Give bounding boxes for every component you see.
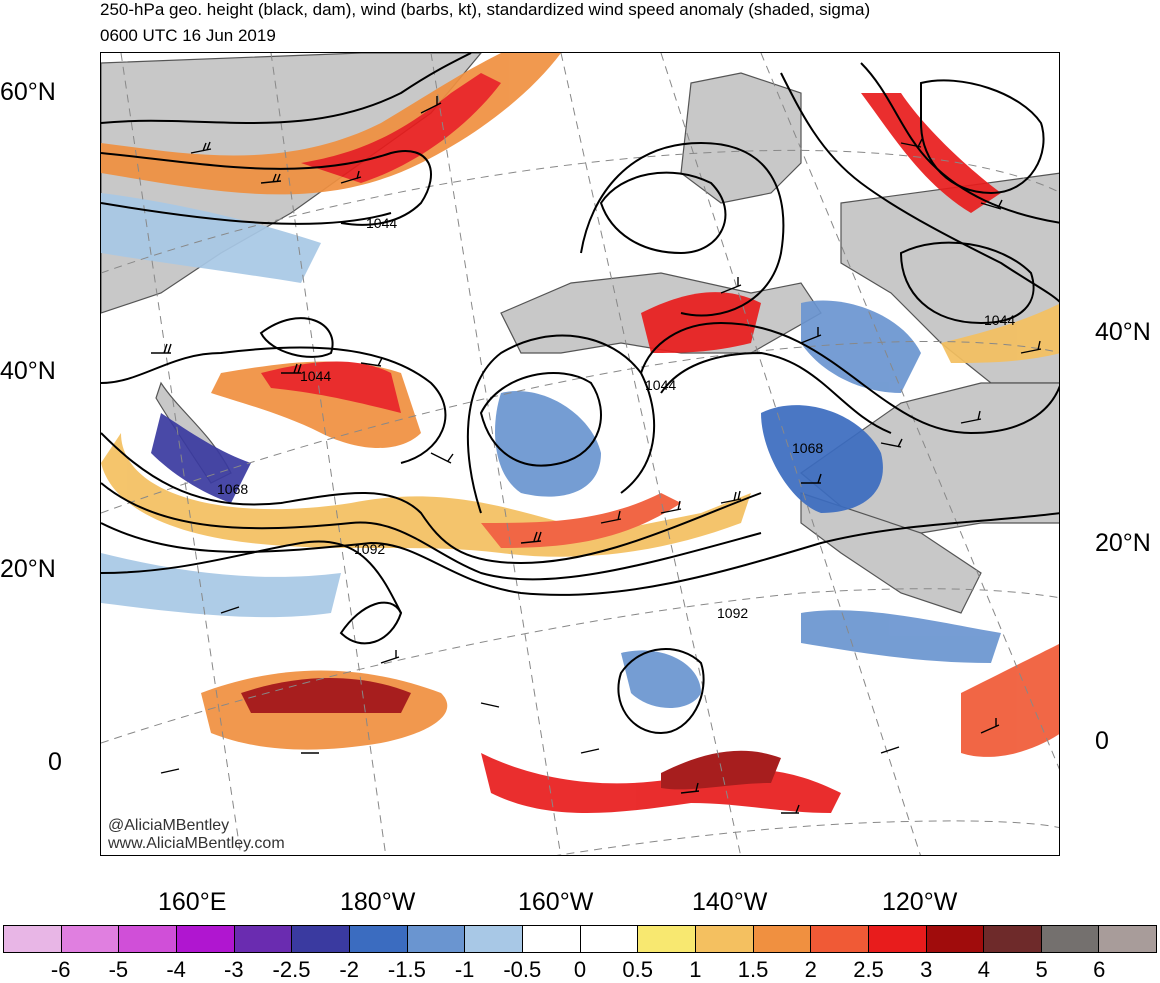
- credit-site: www.AliciaMBentley.com: [108, 835, 285, 852]
- jet-asia-north-core: [301, 73, 501, 183]
- valid-time: 0600 UTC 16 Jun 2019: [100, 26, 276, 45]
- lon-label-160w: 160°W: [518, 888, 594, 916]
- lat-label-20n-left: 20°N: [0, 555, 56, 583]
- colorbar-tick-label: 1: [689, 957, 702, 982]
- blue-kuroshio: [151, 413, 251, 503]
- colorbar-swatch: [580, 926, 639, 952]
- contour-label-1068-b: 1068: [792, 440, 824, 456]
- colorbar-tick-label: -2: [339, 957, 359, 982]
- blue-east-tropics: [801, 610, 1001, 663]
- lon-label-180w: 180°W: [340, 888, 416, 916]
- colorbar-tick-label: 0: [573, 957, 587, 982]
- blue-low-center: [621, 650, 701, 708]
- colorbar-tick-label: 4: [977, 957, 991, 982]
- colorbar-swatch: [1041, 926, 1100, 952]
- lat-label-0-right: 0: [1095, 727, 1109, 755]
- blue-west-us: [761, 405, 883, 513]
- colorbar-tick-label: -6: [50, 957, 71, 982]
- lon-label-120w: 120°W: [882, 888, 958, 916]
- colorbar-tick-label: -2.5: [272, 957, 311, 982]
- colorbar-swatch: [1099, 926, 1157, 952]
- jet-asia-north: [101, 53, 561, 195]
- jet-japan-east-core: [261, 361, 401, 413]
- contour-label-1068-a: 1068: [217, 481, 249, 497]
- jet-east-canada: [861, 93, 1001, 213]
- map-title: 250-hPa geo. height (black, dam), wind (…: [100, 0, 871, 19]
- jet-east-tropics: [961, 644, 1059, 757]
- colorbar-tick-label: -5: [108, 957, 129, 982]
- colorbar-tick-label: -1.5: [387, 957, 426, 982]
- blue-canada: [801, 300, 921, 393]
- blue-central-low: [495, 391, 601, 497]
- contour-label-1092-b: 1092: [717, 605, 749, 621]
- colorbar-tick-label: -4: [166, 957, 186, 982]
- colorbar-tick-label: -0.5: [503, 957, 542, 982]
- mexico-land: [800, 492, 982, 614]
- colorbar-tick-label: 1.5: [737, 957, 769, 982]
- colorbar-swatch: [465, 926, 523, 952]
- map-panel: [100, 52, 1060, 856]
- jet-south-arc: [101, 433, 751, 557]
- colorbar: [3, 925, 1157, 953]
- colorbar-swatch: [119, 926, 177, 952]
- colorbar-swatch: [4, 926, 62, 952]
- blue-tropics: [101, 553, 341, 618]
- colorbar-swatch: [176, 926, 235, 952]
- lat-label-20n-right: 20°N: [1095, 529, 1151, 557]
- colorbar-swatch: [349, 926, 408, 952]
- contour-label-1044-b: 1044: [300, 368, 332, 384]
- colorbar-swatch: [753, 926, 812, 952]
- colorbar-tick-label: 3: [920, 957, 933, 982]
- lat-label-60n-left: 60°N: [0, 78, 56, 106]
- colorbar-swatch: [234, 926, 293, 952]
- jet-south-core: [481, 493, 681, 548]
- contour-label-1092-a: 1092: [354, 541, 386, 557]
- contour-label-1044-c: 1044: [645, 377, 677, 393]
- colorbar-swatch: [695, 926, 754, 952]
- lon-label-160e: 160°E: [158, 888, 227, 916]
- colorbar-swatch: [926, 926, 985, 952]
- jet-gulf: [641, 292, 761, 353]
- lat-label-40n-right: 40°N: [1095, 318, 1151, 346]
- contour-label-1044-d: 1044: [984, 312, 1016, 328]
- colorbar-swatch: [61, 926, 120, 952]
- height-contours: [101, 53, 1059, 735]
- arctic-land: [680, 72, 802, 204]
- colorbar-tick-label: 2: [804, 957, 817, 982]
- colorbar-swatch: [811, 926, 869, 952]
- colorbar-swatch: [522, 926, 581, 952]
- colorbar-tick-label: -3: [224, 957, 244, 982]
- colorbar-swatch: [292, 926, 350, 952]
- colorbar-tick-label: 5: [1035, 957, 1048, 982]
- jet-east-coast: [941, 303, 1059, 363]
- contour-label-1044-a: 1044: [366, 215, 398, 231]
- colorbar-swatch: [868, 926, 927, 952]
- lon-label-140w: 140°W: [692, 888, 768, 916]
- jet-equator-core: [661, 750, 781, 790]
- colorbar-tick-label: 0.5: [622, 957, 653, 982]
- anomaly-shading: [101, 53, 1059, 813]
- lat-label-40n-left: 40°N: [0, 357, 56, 385]
- graticule: [101, 53, 1059, 855]
- wind-barbs: [151, 96, 1042, 814]
- colorbar-swatch: [984, 926, 1042, 952]
- lat-label-0-left: 0: [48, 748, 62, 776]
- jet-tropics-west-core: [241, 678, 411, 713]
- credit-handle: @AliciaMBentley: [108, 817, 230, 834]
- map-canvas: [101, 53, 1059, 855]
- colorbar-swatch: [407, 926, 466, 952]
- colorbar-tick-label: 6: [1093, 957, 1106, 982]
- colorbar-tick-label: -1: [454, 957, 475, 982]
- colorbar-swatch: [638, 926, 696, 952]
- colorbar-tick-label: 2.5: [853, 957, 884, 982]
